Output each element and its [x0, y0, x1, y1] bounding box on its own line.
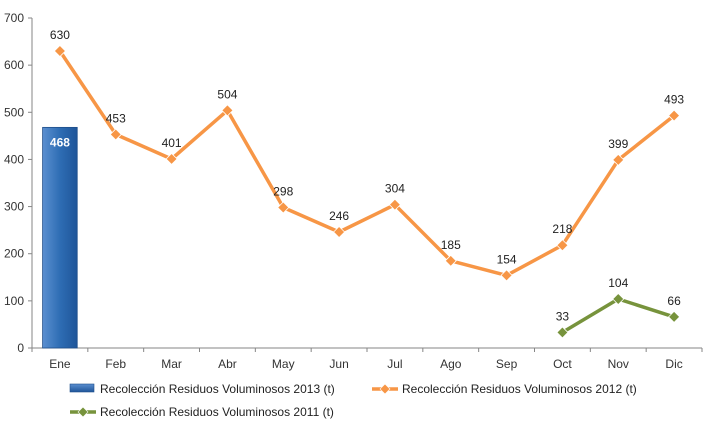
y-tick-label: 500 [4, 105, 24, 119]
point-marker [165, 152, 178, 166]
point-marker [221, 104, 234, 117]
legend-entry: Recolección Residuos Voluminosos 2011 (t… [70, 405, 334, 419]
x-tick-label: Sep [496, 357, 518, 371]
legend-label: Recolección Residuos Voluminosos 2011 (t… [100, 405, 334, 419]
point-marker [388, 198, 401, 211]
point-data-label: 630 [50, 28, 70, 42]
legend-label: Recolección Residuos Voluminosos 2012 (t… [402, 382, 637, 396]
x-tick-label: Abr [218, 357, 237, 371]
point-data-label: 493 [664, 93, 684, 107]
x-tick-label: Dic [665, 357, 682, 371]
y-tick-label: 300 [4, 200, 24, 214]
x-tick-label: Feb [105, 357, 126, 371]
bar-series [42, 126, 78, 349]
point-data-label: 246 [329, 209, 349, 223]
legend-swatch-bar [69, 383, 95, 393]
line-series [53, 44, 681, 339]
point-marker [668, 109, 681, 122]
x-tick-label: Jul [387, 357, 402, 371]
x-tick-label: Mar [161, 357, 182, 371]
x-tick-label: Nov [608, 357, 629, 371]
point-marker [612, 153, 625, 166]
point-marker [500, 269, 513, 282]
point-marker [556, 326, 569, 339]
y-tick-label: 0 [17, 341, 24, 355]
point-data-label: 104 [608, 276, 628, 290]
data-labels: 468 630 453 401 504 298 246 304 185 154 218 399 493 3… [50, 28, 685, 323]
point-data-label: 33 [556, 309, 570, 323]
x-tick-label: May [272, 357, 295, 371]
point-data-label: 154 [497, 252, 517, 266]
bar [42, 126, 78, 349]
point-marker [277, 201, 290, 214]
y-tick-label: 600 [4, 58, 24, 72]
legend-marker [379, 383, 391, 395]
x-tick-label: Ene [49, 357, 71, 371]
point-marker [444, 254, 457, 267]
point-data-label: 304 [385, 182, 405, 196]
y-tick-label: 100 [4, 294, 24, 308]
bar-data-label: 468 [50, 135, 70, 149]
point-data-label: 185 [441, 238, 461, 252]
y-tick-label: 700 [4, 11, 24, 25]
point-marker [53, 44, 66, 58]
legend-entry: Recolección Residuos Voluminosos 2013 (t… [69, 382, 335, 396]
point-data-label: 298 [273, 185, 293, 199]
legend-entry: Recolección Residuos Voluminosos 2012 (t… [372, 382, 637, 396]
point-data-label: 399 [608, 137, 628, 151]
x-tick-label: Ago [440, 357, 462, 371]
point-data-label: 401 [162, 136, 182, 150]
x-tick-label: Jun [329, 357, 348, 371]
legend-label: Recolección Residuos Voluminosos 2013 (t… [100, 382, 335, 396]
series-line [58, 49, 676, 278]
axes: 0 100 200 300 400 500 600 700 Ene Feb Mar Abr May Jun… [4, 11, 703, 371]
point-data-label: 218 [552, 222, 572, 236]
legend: Recolección Residuos Voluminosos 2013 (t… [69, 382, 637, 419]
y-tick-label: 200 [4, 247, 24, 261]
y-tick-label: 400 [4, 152, 24, 166]
point-marker [109, 128, 122, 141]
point-data-label: 453 [106, 111, 126, 125]
point-data-label: 504 [217, 87, 237, 101]
legend-marker [77, 406, 89, 418]
point-marker [556, 239, 569, 252]
x-tick-label: Oct [553, 357, 572, 371]
point-marker [333, 225, 346, 239]
point-marker [612, 292, 625, 306]
point-marker [668, 310, 681, 323]
point-data-label: 66 [667, 294, 681, 308]
